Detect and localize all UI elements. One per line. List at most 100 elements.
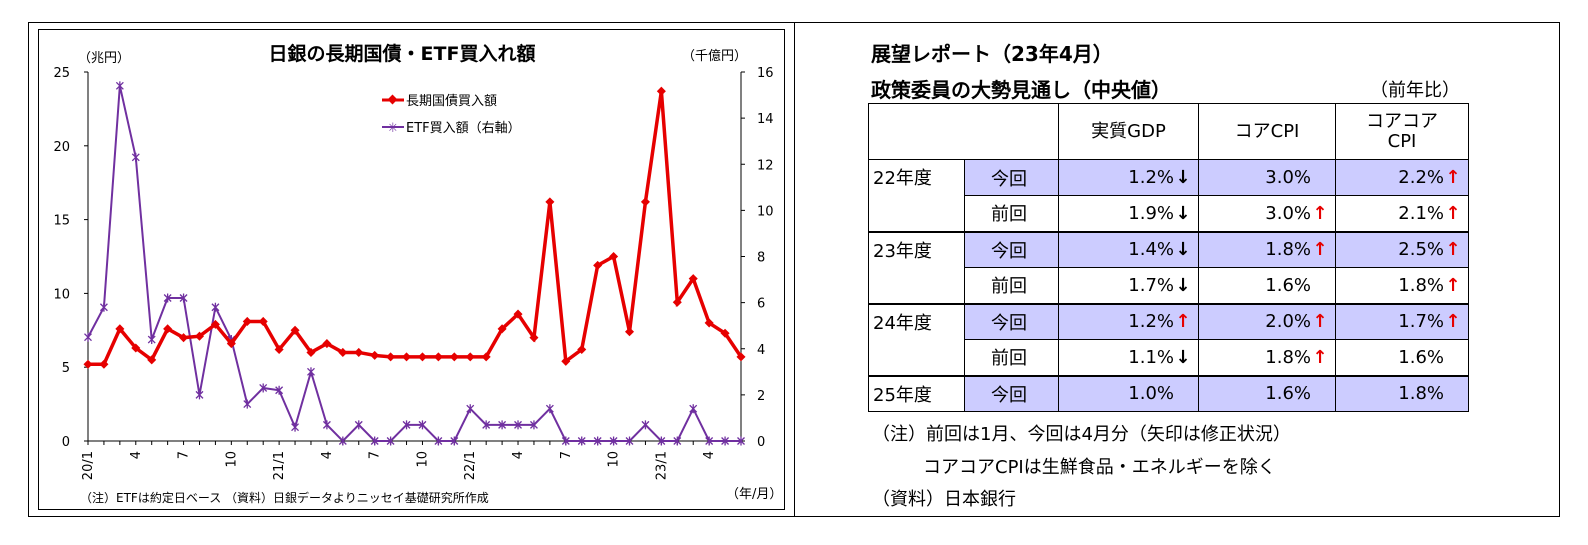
source-note: （資料）日本銀行 — [872, 489, 1016, 510]
etf-point — [625, 436, 634, 446]
etf-point — [641, 420, 650, 430]
etf-point — [673, 436, 682, 446]
gdp-cell: 1.0% — [1058, 374, 1199, 412]
arrow-up-icon: ↑ — [1312, 346, 1328, 368]
jgb-point — [370, 350, 380, 360]
gdp-cell: 1.4%↓ — [1058, 230, 1199, 268]
core-cell: 2.5%↑ — [1335, 230, 1469, 268]
chart-frame — [38, 29, 785, 510]
jgb-point — [529, 333, 539, 343]
cpi-cell: 1.8%↑ — [1198, 230, 1336, 268]
right-tick-label: 0 — [757, 435, 765, 450]
right-tick-label: 4 — [757, 343, 765, 358]
kind-cell: 前回 — [964, 195, 1059, 232]
gdp-value: 1.2% — [1128, 311, 1174, 333]
etf-point — [514, 420, 522, 430]
arrow-up-icon: ↑ — [1175, 311, 1191, 333]
kind-cell: 今回 — [964, 159, 1059, 196]
etf-point — [322, 420, 331, 430]
left-tick-label: 5 — [62, 361, 70, 376]
jgb-point — [115, 324, 125, 334]
x-axis-unit: （年/月） — [726, 487, 782, 502]
jgb-point — [99, 359, 109, 369]
etf-point — [561, 436, 570, 446]
x-tick-label: 4 — [129, 451, 144, 459]
cpi-value: 1.8% — [1265, 346, 1311, 368]
table-row: 23年度 今回 1.4%↓ 1.8%↑ 2.5%↑ — [868, 230, 1469, 304]
left-tick-label: 10 — [53, 287, 70, 302]
yoy-label: （前年比） — [1370, 80, 1460, 101]
etf-point — [402, 420, 411, 430]
etf-point — [593, 436, 602, 446]
table-row: 22年度 今回 1.2%↓ 3.0% 2.2%↑ — [868, 159, 1469, 232]
legend: 長期国債買入額 ✳ ETF買入額（右軸） — [382, 94, 521, 136]
core-cell: 1.7%↑ — [1335, 302, 1469, 340]
year-cell: 23年度 — [868, 230, 965, 304]
etf-point — [354, 420, 363, 430]
arrow-down-icon: ↓ — [1175, 239, 1191, 261]
arrow-down-icon: ↓ — [1175, 167, 1191, 188]
jgb-point — [433, 352, 443, 362]
chart-title: 日銀の長期国債・ETF買入れ額 — [269, 42, 536, 65]
etf-point — [657, 436, 666, 446]
legend-label-etf: ETF買入額（右軸） — [406, 121, 521, 136]
etf-point — [609, 436, 618, 446]
cpi-cell: 1.8%↑ — [1198, 339, 1336, 376]
table-row: 25年度 今回 1.0% 1.6% 1.8% — [868, 374, 1469, 412]
jgb-point — [163, 324, 173, 334]
header-gdp: 実質GDP — [1058, 103, 1199, 160]
arrow-up-icon: ↑ — [1445, 202, 1461, 224]
etf-point — [545, 404, 554, 414]
x-tick-label: 7 — [177, 451, 192, 459]
x-tick-label: 4 — [320, 451, 335, 459]
cpi-cell: 1.6% — [1198, 267, 1336, 304]
jgb-point — [624, 327, 635, 337]
etf-point — [211, 302, 220, 312]
etf-point — [115, 81, 124, 91]
etf-point — [498, 420, 507, 430]
axes: 0 5 10 15 20 25 0 2 4 6 8 10 12 14 16 20/1 4 7 10 21/1 4 7 10 2… — [53, 66, 773, 480]
core-cell: 1.8% — [1335, 374, 1469, 412]
chart-note: （注）ETFは約定日ベース （資料）日銀データよりニッセイ基礎研究所作成 — [80, 490, 489, 505]
x-tick-label: 10 — [415, 451, 430, 468]
left-tick-label: 0 — [62, 435, 70, 450]
cpi-cell: 1.6% — [1198, 374, 1336, 412]
forecast-title-2: 政策委員の大勢見通し（中央値） — [871, 78, 1171, 102]
left-unit: （兆円） — [78, 51, 130, 66]
etf-point — [195, 390, 204, 400]
cpi-cell: 2.0%↑ — [1198, 302, 1336, 340]
gdp-cell: 1.2%↑ — [1058, 302, 1199, 340]
panel-divider — [794, 22, 795, 517]
etf-point — [466, 404, 475, 414]
etf-point — [737, 436, 745, 446]
year-cell: 25年度 — [868, 374, 965, 412]
legend-marker-jgb — [387, 94, 398, 105]
etf-point — [434, 436, 443, 446]
jgb-point — [210, 319, 220, 329]
table-header-row: 実質GDP コアCPI コアコア CPI — [868, 103, 1469, 160]
jgb-point — [386, 352, 396, 362]
jgb-point — [672, 297, 682, 307]
arrow-up-icon: ↑ — [1312, 239, 1328, 261]
kind-cell: 今回 — [964, 302, 1059, 340]
arrow-up-icon: ↑ — [1445, 167, 1461, 188]
jgb-point — [417, 352, 427, 362]
core-value: 2.1% — [1398, 202, 1444, 224]
x-tick-label: 7 — [368, 451, 383, 459]
etf-point — [482, 420, 491, 430]
legend-label-jgb: 長期国債買入額 — [406, 94, 497, 109]
etf-point — [259, 383, 268, 393]
jgb-point — [179, 333, 189, 343]
etf-point — [418, 420, 427, 430]
gdp-value: 1.1% — [1128, 346, 1174, 368]
core-cell: 1.6% — [1335, 339, 1469, 376]
etf-point — [179, 293, 188, 303]
core-value: 1.8% — [1398, 383, 1444, 405]
etf-point — [386, 436, 395, 446]
jgb-point — [83, 359, 93, 369]
x-tick-label: 23/1 — [654, 451, 669, 480]
right-tick-label: 6 — [757, 297, 765, 312]
legend-marker-etf: ✳ — [388, 121, 399, 136]
etf-point — [147, 335, 156, 345]
gdp-cell: 1.9%↓ — [1058, 195, 1199, 232]
